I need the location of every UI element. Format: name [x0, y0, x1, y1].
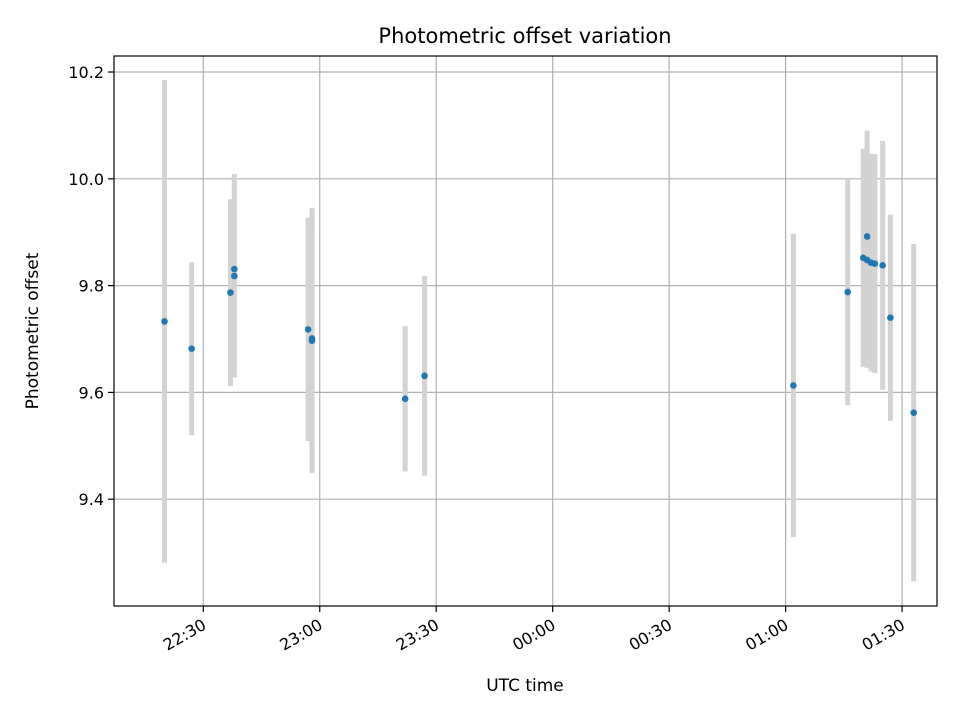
x-axis-label: UTC time [486, 676, 564, 696]
y-tick-label: 10.0 [68, 170, 104, 189]
data-point [910, 409, 918, 416]
data-point [401, 395, 409, 403]
data-point [790, 382, 797, 389]
y-axis-ticks: 9.4 9.6 9.8 10.0 10.2 [68, 63, 114, 509]
y-axis-label: Photometric offset [23, 252, 43, 409]
plot-area-background [114, 56, 937, 606]
data-point [227, 289, 234, 296]
plot-frame [113, 55, 938, 607]
data-points [161, 233, 918, 416]
y-tick-label: 9.6 [79, 383, 104, 402]
data-point [844, 288, 852, 296]
data-point [879, 262, 886, 269]
data-point [304, 326, 312, 333]
data-point [863, 233, 871, 240]
data-point [231, 265, 238, 273]
chart-title: Photometric offset variation [378, 24, 671, 48]
data-point [871, 260, 879, 268]
data-point [231, 272, 238, 280]
grid-lines [114, 56, 937, 606]
data-point [308, 335, 316, 342]
y-tick-label: 10.2 [68, 63, 104, 82]
data-point [887, 314, 894, 321]
data-point [421, 372, 428, 380]
data-point [161, 318, 168, 325]
y-tick-label: 9.8 [79, 277, 104, 296]
y-tick-label: 9.4 [79, 490, 104, 509]
data-point [188, 345, 195, 352]
